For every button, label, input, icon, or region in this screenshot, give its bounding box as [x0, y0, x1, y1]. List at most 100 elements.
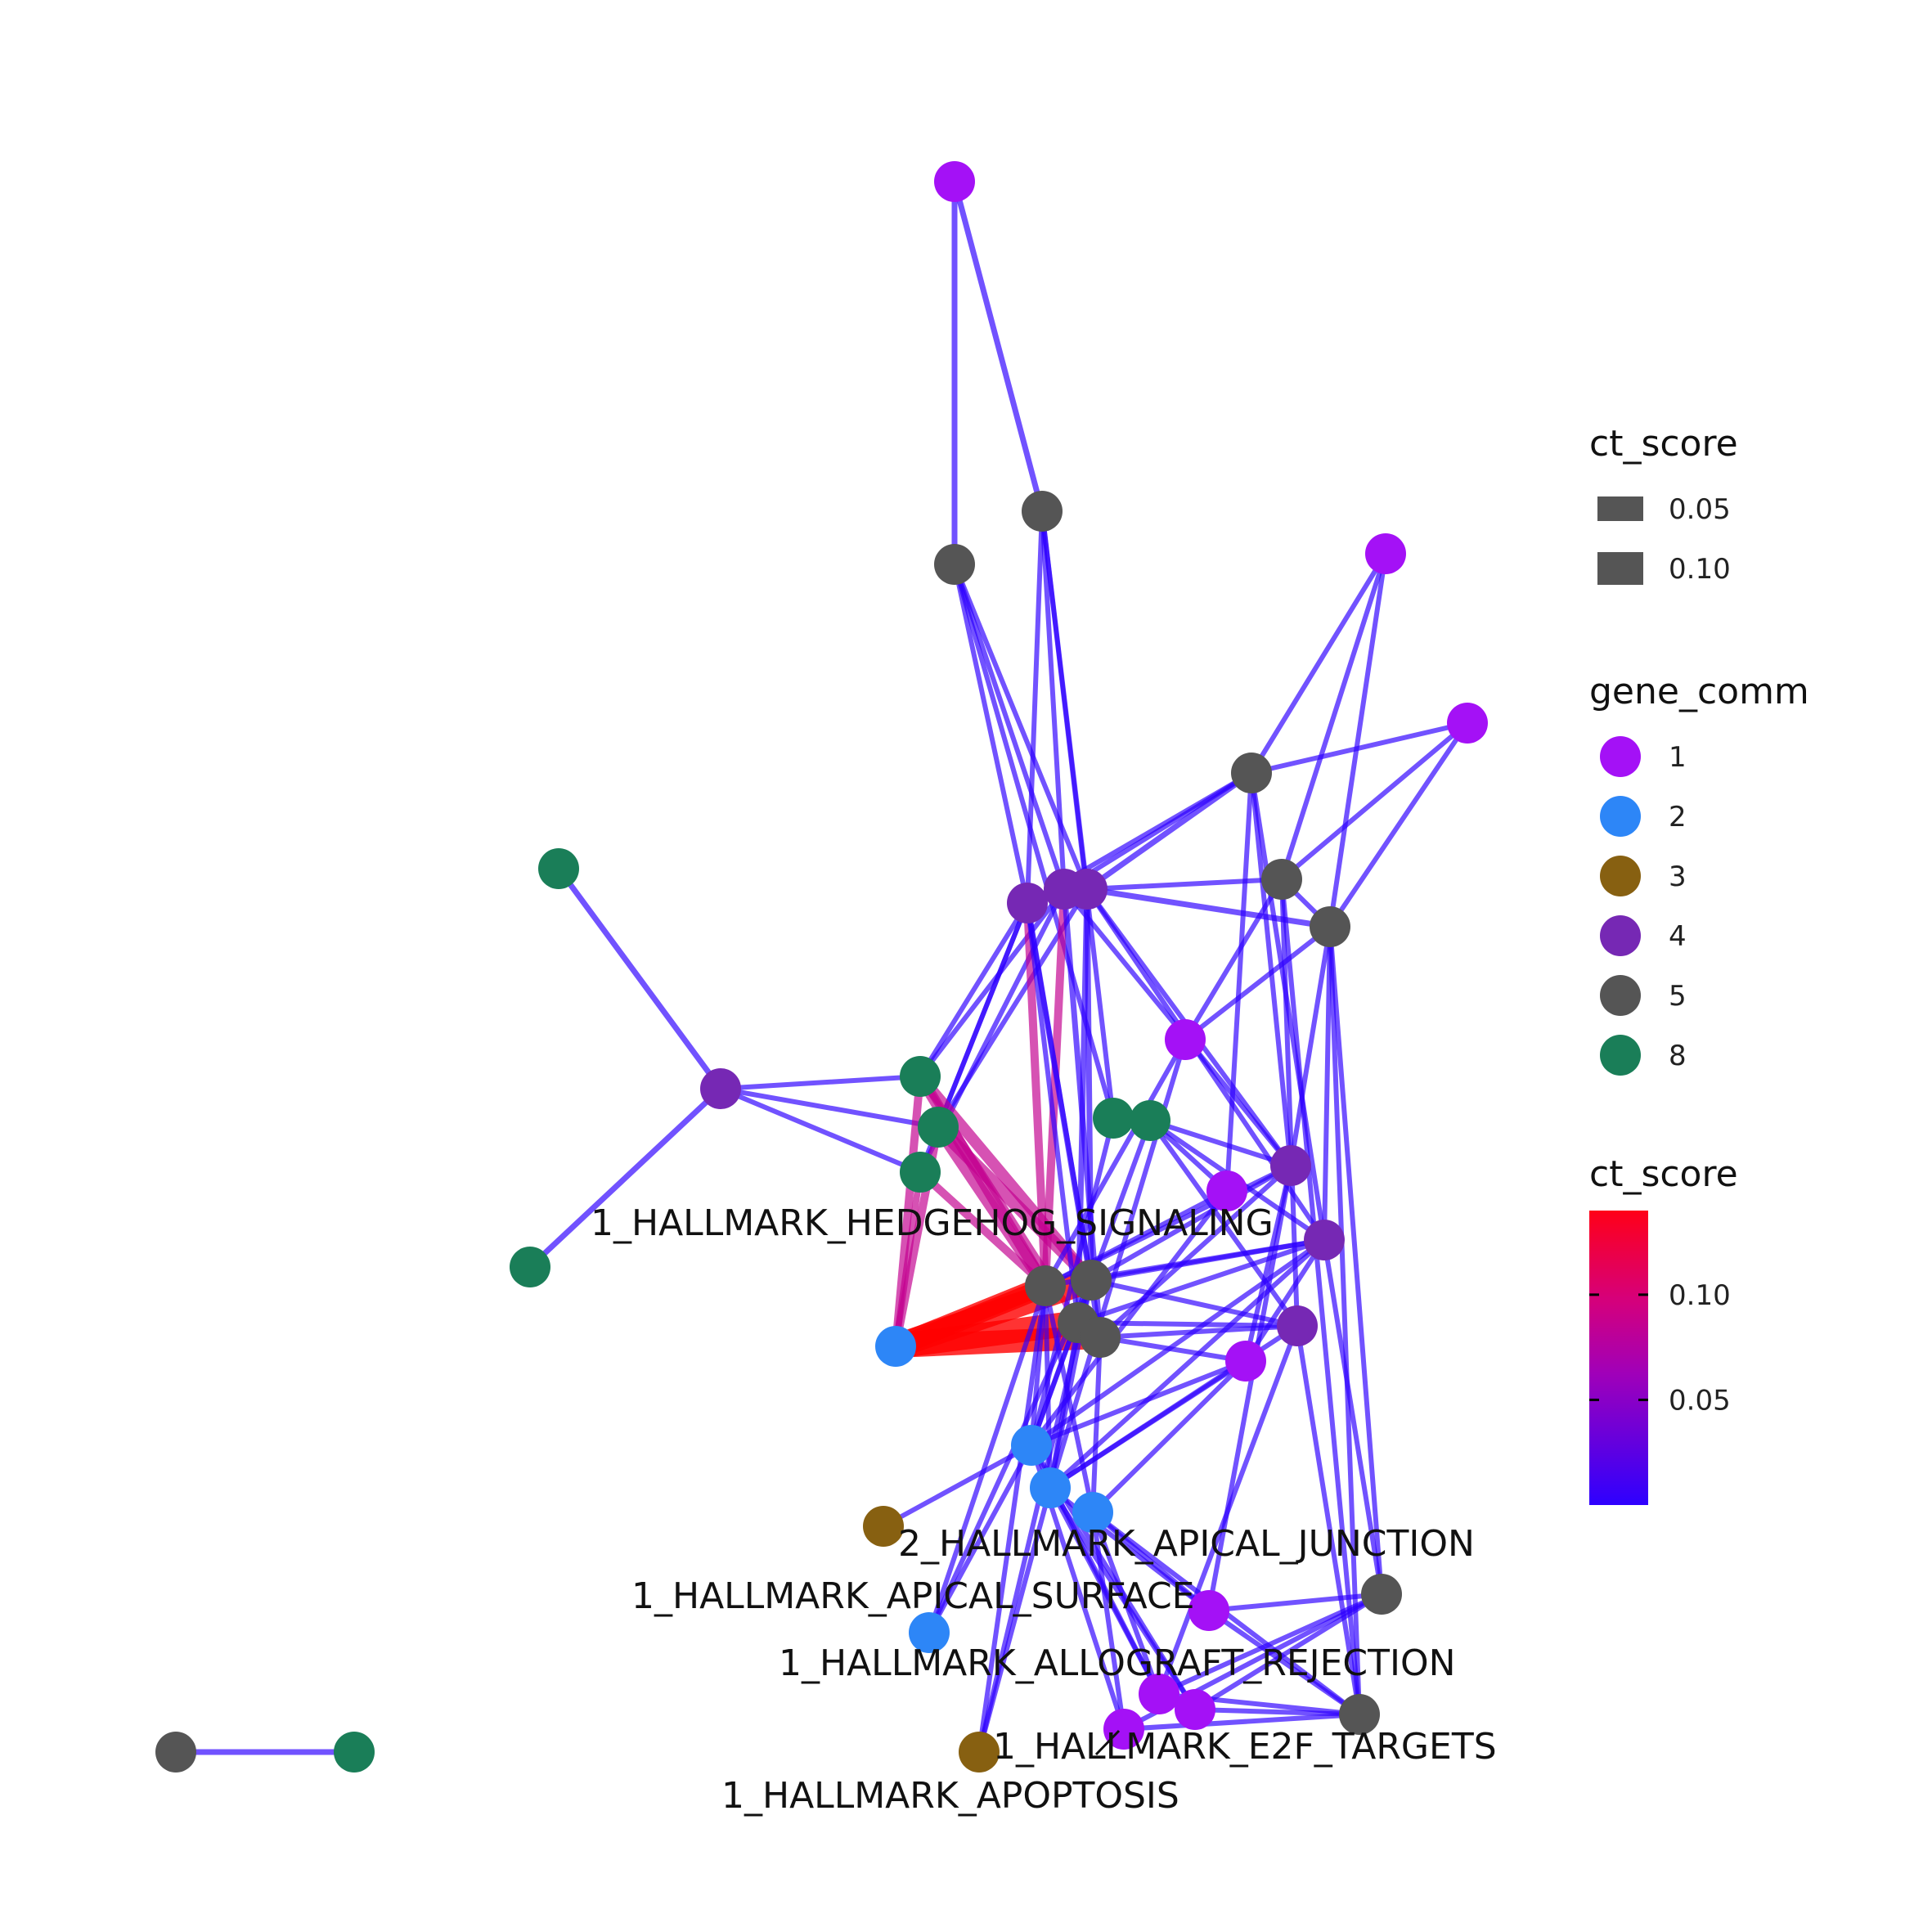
- edge-h-r: [1183, 924, 1332, 1042]
- label-apoptosis: 1_HALLMARK_APOPTOSIS: [721, 1775, 1179, 1817]
- color-legend-label: 5: [1669, 980, 1687, 1013]
- edge-h-w: [1322, 924, 1332, 1242]
- node-comm1-v: [1206, 1170, 1247, 1211]
- node-comm2-E: [1011, 1425, 1052, 1466]
- node-comm8-s: [1093, 1098, 1134, 1139]
- edge-A-u: [1098, 1163, 1293, 1340]
- node-comm4-m: [700, 1068, 741, 1109]
- node-comm2-F: [1030, 1467, 1071, 1508]
- edge-i-y: [1025, 901, 1094, 1283]
- edge-G-J: [1090, 1510, 1211, 1613]
- color-legend-label: 3: [1669, 860, 1687, 893]
- label-apical-surface: 1_HALLMARK_APICAL_SURFACE: [631, 1575, 1194, 1617]
- node-comm4-B: [1277, 1305, 1318, 1346]
- node-comm4-k: [1067, 869, 1108, 910]
- edge-w-E: [1029, 1238, 1327, 1448]
- edge-d-f: [1249, 551, 1388, 775]
- node-comm8-t: [1130, 1100, 1170, 1141]
- edge-o-j: [918, 887, 1067, 1079]
- node-comm5-c: [934, 544, 975, 585]
- edge-G-L: [1090, 1510, 1161, 1696]
- gradient-colorbar: [1589, 1211, 1648, 1505]
- edge-q-D: [892, 1169, 923, 1350]
- edge-w-I: [1322, 1238, 1384, 1597]
- edge-y-u: [1089, 1163, 1293, 1283]
- node-comm5-x: [1025, 1265, 1066, 1306]
- color-legend-swatch-3: [1600, 856, 1641, 896]
- node-comm2-G: [1072, 1492, 1113, 1533]
- edge-z-w: [1076, 1238, 1327, 1325]
- edge-A-G: [1090, 1335, 1103, 1515]
- node-comm5-y: [1071, 1260, 1112, 1301]
- edge-i-z: [1025, 901, 1081, 1325]
- edge-E-K: [927, 1443, 1034, 1635]
- node-comm8-p: [918, 1107, 959, 1148]
- edge-b-j: [1040, 509, 1067, 892]
- label-e2f-targets: 1_HALLMARK_E2F_TARGETS: [993, 1726, 1497, 1768]
- edge-x-K: [927, 1283, 1048, 1635]
- color-legend-label: 8: [1669, 1040, 1687, 1072]
- node-comm5-N: [1339, 1694, 1380, 1735]
- node-comm5-Q: [155, 1732, 196, 1772]
- node-layer: [155, 161, 1488, 1772]
- legend: ct_score 0.05 0.10 gene_comm 1 2 3 4 5 8 ct_sc…: [1589, 423, 1809, 1505]
- label-hedgehog-signaling: 1_HALLMARK_HEDGEHOG_SIGNALING: [591, 1202, 1274, 1244]
- gradient-tick-label: 0.05: [1669, 1384, 1731, 1417]
- node-comm1-M: [1175, 1689, 1215, 1730]
- edge-F-P: [977, 1485, 1053, 1755]
- edge-N-O: [1121, 1712, 1362, 1732]
- edge-w-C: [1243, 1238, 1327, 1364]
- width-legend-title: ct_score: [1589, 423, 1738, 465]
- color-legend-items: 1 2 3 4 5 8: [1600, 736, 1687, 1076]
- node-comm1-d: [1365, 533, 1406, 574]
- node-comm1-a: [934, 161, 975, 202]
- node-comm8-q: [900, 1152, 941, 1193]
- width-legend-label: 0.05: [1669, 493, 1731, 526]
- node-comm5-b: [1022, 491, 1063, 532]
- edge-C-G: [1090, 1359, 1248, 1515]
- node-comm8-n: [510, 1247, 550, 1287]
- edge-d-g: [1279, 551, 1388, 882]
- edge-q-x: [916, 1168, 1049, 1290]
- edge-g-r: [1183, 877, 1284, 1042]
- color-legend-swatch-4: [1600, 915, 1641, 956]
- node-comm8-o: [900, 1056, 941, 1097]
- color-legend-swatch-2: [1600, 796, 1641, 837]
- edge-h-u: [1288, 924, 1332, 1168]
- edge-b-s: [1040, 509, 1116, 1121]
- label-allograft-rejection: 1_HALLMARK_ALLOGRAFT_REJECTION: [779, 1642, 1456, 1684]
- node-comm2-K: [909, 1612, 950, 1653]
- label-apical-junction: 2_HALLMARK_APICAL_JUNCTION: [898, 1523, 1475, 1565]
- node-comm3-H: [863, 1506, 904, 1547]
- color-legend-label: 4: [1669, 920, 1687, 953]
- edge-y-B: [1089, 1278, 1300, 1328]
- edge-h-N: [1328, 924, 1362, 1717]
- edge-G-O: [1090, 1510, 1126, 1732]
- color-legend-title: gene_comm: [1589, 671, 1809, 712]
- edge-y-w: [1089, 1238, 1327, 1283]
- edge-layer: [173, 178, 1470, 1755]
- width-legend-swatch: [1597, 552, 1643, 585]
- edge-l-m: [555, 865, 724, 1092]
- edge-B-L: [1157, 1323, 1300, 1696]
- node-comm4-w: [1304, 1220, 1345, 1260]
- node-comm1-r: [1165, 1019, 1206, 1060]
- edge-D-x: [887, 1278, 1054, 1355]
- edge-A-B: [1098, 1323, 1300, 1340]
- edge-e-h: [1328, 721, 1470, 929]
- edge-N-M: [1193, 1707, 1362, 1717]
- edge-y-K: [927, 1278, 1094, 1635]
- color-legend-label: 1: [1669, 741, 1687, 774]
- edge-e-f: [1249, 721, 1470, 775]
- color-legend-swatch-8: [1600, 1035, 1641, 1076]
- edge-c-j: [952, 562, 1067, 892]
- edge-N-J: [1206, 1608, 1362, 1717]
- edge-f-u: [1249, 771, 1293, 1168]
- width-legend-items: 0.05 0.10: [1597, 493, 1731, 586]
- edge-h-k: [1084, 886, 1333, 930]
- edge-C-E: [1029, 1359, 1248, 1448]
- node-comm2-D: [875, 1326, 916, 1367]
- color-legend-swatch-1: [1600, 736, 1641, 777]
- gradient-ticks: 0.10 0.05: [1589, 1279, 1731, 1417]
- edge-f-v: [1224, 771, 1254, 1193]
